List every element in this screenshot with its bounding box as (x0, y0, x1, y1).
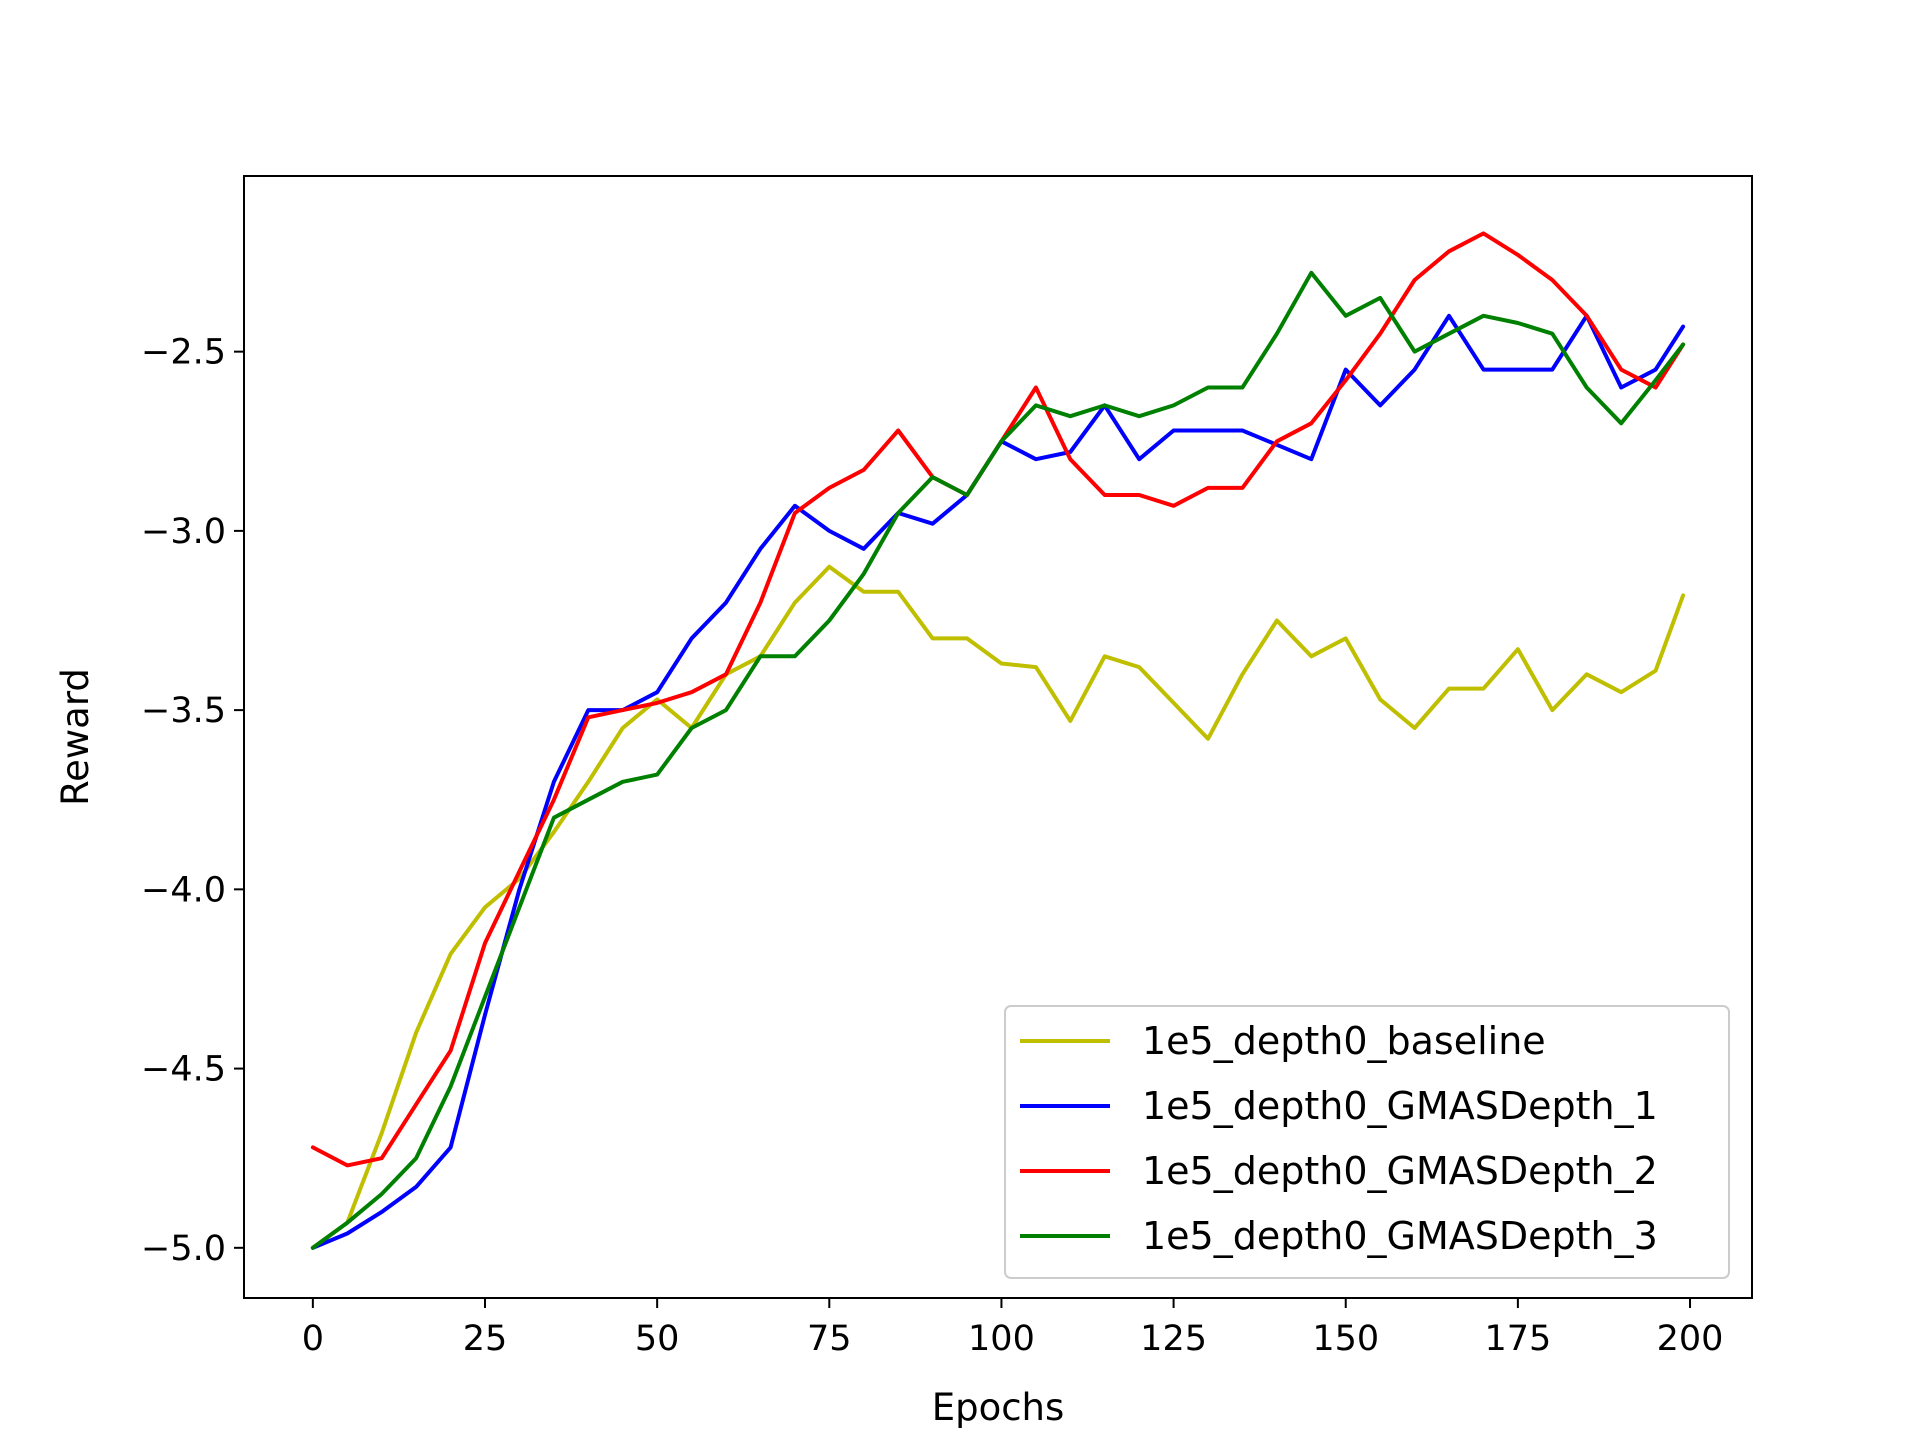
y-tick-label: −3.5 (141, 691, 226, 731)
x-tick-label: 50 (635, 1319, 680, 1359)
x-tick-label: 0 (302, 1319, 324, 1359)
plot-frame (243, 175, 1753, 1299)
legend-label-4: 1e5_depth0_GMASDepth_3 (1142, 1214, 1658, 1258)
x-axis-label: Epochs (932, 1386, 1065, 1429)
y-tick-label: −3.0 (141, 512, 226, 552)
x-tick-label: 200 (1657, 1319, 1724, 1359)
x-tick-label: 100 (968, 1319, 1035, 1359)
y-tick-label: −4.5 (141, 1050, 226, 1090)
legend-label-3: 1e5_depth0_GMASDepth_2 (1142, 1149, 1658, 1193)
x-tick-label: 175 (1484, 1319, 1551, 1359)
y-axis-label: Reward (54, 668, 97, 806)
x-tick-label: 75 (807, 1319, 852, 1359)
y-tick-label: −2.5 (141, 333, 226, 373)
y-axis-ticks: −5.0 −4.5 −4.0 −3.5 −3.0 −2.5 (141, 333, 244, 1269)
x-axis-ticks: 0 25 50 75 100 125 150 175 200 (302, 1298, 1724, 1359)
legend-box (1004, 1005, 1730, 1279)
x-tick-label: 125 (1140, 1319, 1207, 1359)
y-tick-label: −5.0 (141, 1229, 226, 1269)
legend: 1e5_depth0_baseline 1e5_depth0_GMASDepth_… (1004, 1005, 1730, 1279)
y-tick-label: −4.0 (141, 870, 226, 910)
series-line-4 (310, 270, 1686, 1250)
legend-label-2: 1e5_depth0_GMASDepth_1 (1142, 1084, 1658, 1128)
x-tick-label: 150 (1312, 1319, 1379, 1359)
x-tick-label: 25 (463, 1319, 508, 1359)
series-layer (310, 231, 1686, 1250)
legend-label-1: 1e5_depth0_baseline (1142, 1019, 1546, 1063)
